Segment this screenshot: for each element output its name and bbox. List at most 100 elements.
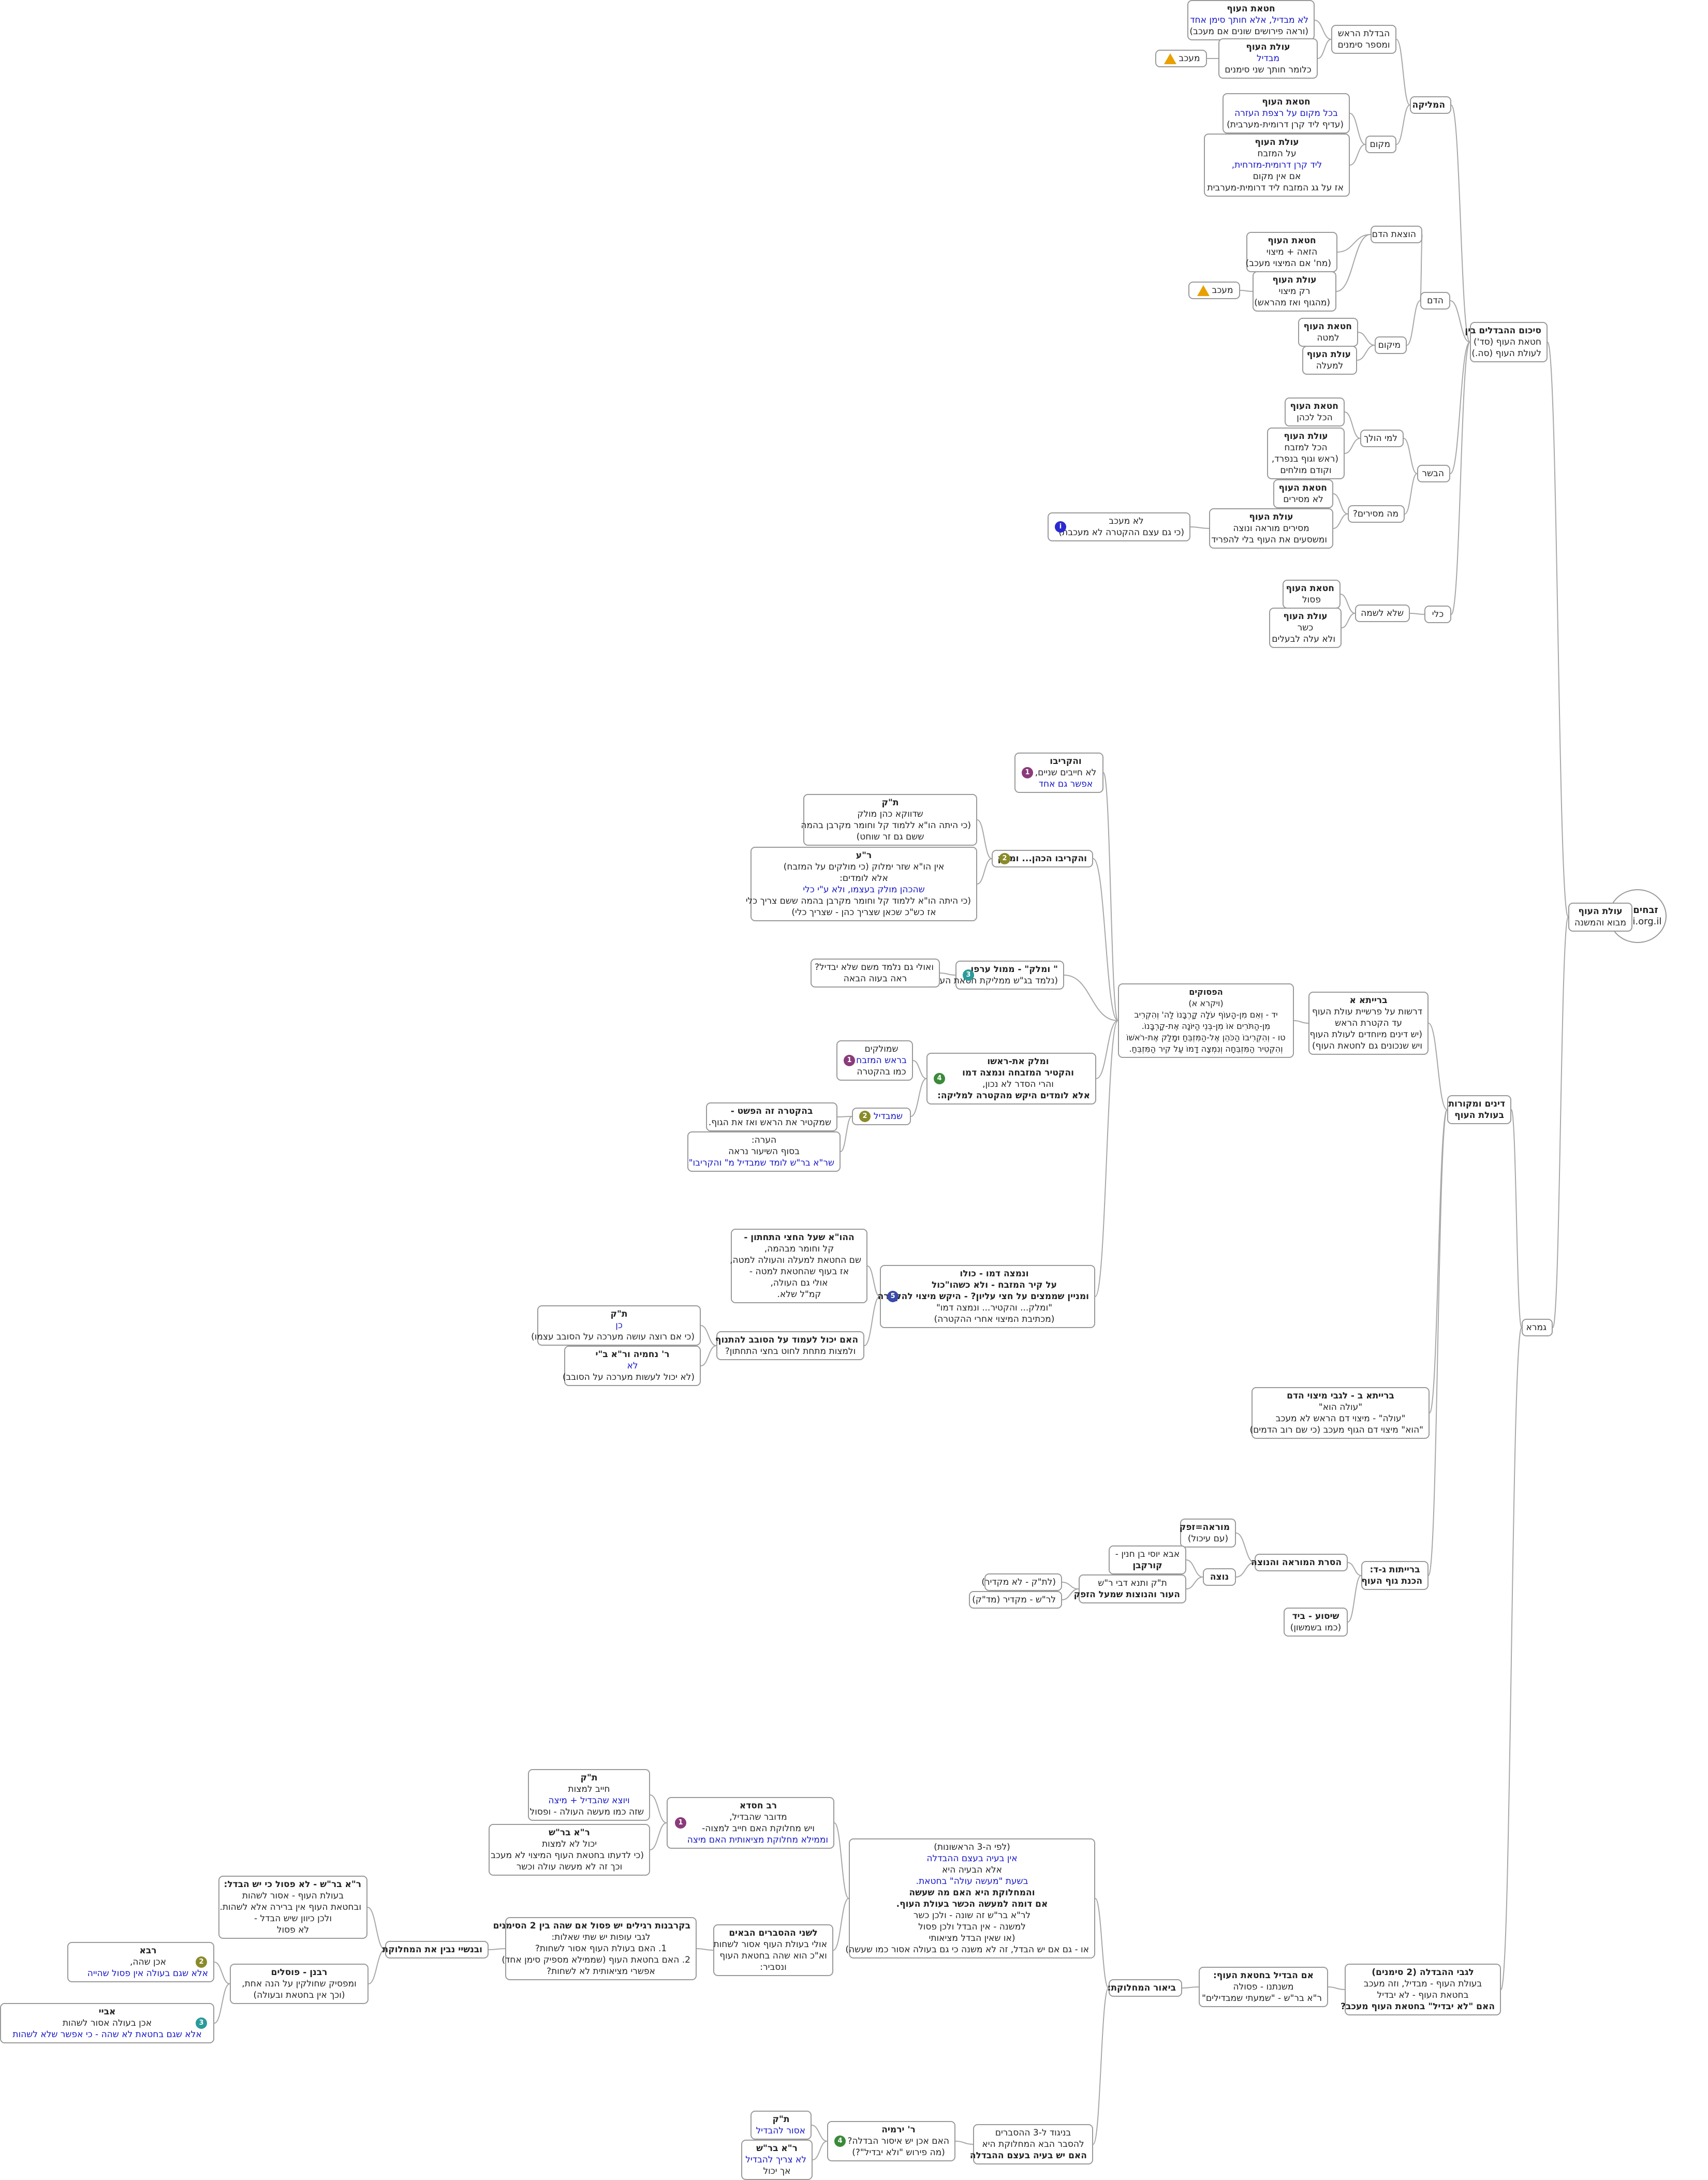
umalak-rosh-node[interactable]: 4 ומלק את-ראשו והקטיר המזבחה ונמצה דמו ו…	[926, 1053, 1096, 1104]
uvanshei-node[interactable]: ובנשיי נבין את המחלוקת	[382, 1941, 489, 1958]
olat-lishma-node[interactable]: עולת העוף כשר ולא עלה לבעלים	[1269, 608, 1342, 648]
node-line: חייב למצות	[568, 1784, 610, 1794]
shemavdil-node[interactable]: 2 שמבדיל	[852, 1108, 911, 1125]
hatat-hotzaa-node[interactable]: חטאת העוף הזאה + מיצוי (מח' אם המיצוי מע…	[1246, 232, 1337, 272]
ra-bars-shehiya-node[interactable]: ר"א בר"ש - לא פסול כי יש הבדל: בעולת העו…	[218, 1876, 367, 1939]
sources-node[interactable]: דינים ומקורות בעולת העוף	[1447, 1095, 1511, 1124]
rav-hisda-node[interactable]: 1 רב חסדא מדובר שהבדיל, ויש מחלוקת האם ח…	[667, 1797, 834, 1849]
node-line: (ראש וגוף בנפרד,	[1271, 454, 1338, 464]
node-title: בקרבנות רגילים יש פסול אם שהה בין 2 הסימ…	[493, 1921, 690, 1931]
bikrovot-node[interactable]: בקרבנות רגילים יש פסול אם שהה בין 2 הסימ…	[493, 1917, 697, 1980]
node-line: אז על גג המזבח ליד דרומית-מערבית	[1207, 183, 1344, 193]
rash-yirmia-node[interactable]: ר"א בר"ש לא צריך להבדיל אך יכול	[741, 2140, 813, 2180]
hasarat-node[interactable]: הסרת המוראה והנוצה	[1251, 1554, 1348, 1571]
node-line: פסול	[1302, 595, 1321, 605]
mikom-node[interactable]: מיקום	[1375, 336, 1407, 354]
olat-havdala-node[interactable]: עולת העוף מבדיל כלומר חותך שני סימנים	[1218, 38, 1318, 79]
ligvei-node[interactable]: לגבי ההבדלה (2 סימנים) בעולת העוף - מבדי…	[1341, 1964, 1501, 2015]
connector-line	[1103, 772, 1118, 1021]
node-line: הערה:	[751, 1135, 777, 1145]
baraita-b-node[interactable]: ברייתא ב - לגבי מיצוי הדם "עולה הוא" "עו…	[1250, 1387, 1430, 1439]
hatat-mikom-node[interactable]: חטאת העוף למטה	[1298, 318, 1358, 347]
number-2-icon: 2	[859, 1111, 871, 1122]
rabanan-node[interactable]: רבנן - פוסלים ומפסיק שחולקין על הנה אחת,…	[230, 1964, 369, 2004]
tk-hisda-node[interactable]: ת"ק חייב למצות ויוצא שהבדיל + מיצה שזה כ…	[528, 1769, 650, 1821]
ma-mesirim-node[interactable]: מה מסירים?	[1348, 505, 1405, 523]
molkim-node[interactable]: 1 שמולקים בראש המזבח כמו בהקטרה	[836, 1040, 913, 1081]
hatat-havdala-node[interactable]: חטאת העוף לא מבדיל, אלא חותך סימן אחד (ו…	[1187, 0, 1315, 40]
hatat-lishma-node[interactable]: חטאת העוף פסול	[1283, 580, 1341, 609]
center-node[interactable]: עולת העוף מבוא והמשנה	[1568, 903, 1632, 932]
hahava-node[interactable]: ההו"א שעל החצי התחתון - קל וחומר מבהמה, …	[730, 1229, 867, 1303]
olat-makom-node[interactable]: עולת העוף על המזבח ליד קרן דרומית-מזרחית…	[1204, 134, 1350, 197]
baraitot-cd-node[interactable]: ברייתות ג-ד: הכנת גוף העוף	[1361, 1561, 1429, 1590]
kli-node[interactable]: כלי	[1424, 606, 1451, 623]
connector-line	[1344, 438, 1361, 454]
tk-yirmia-node[interactable]: ת"ק אסור להבדיל	[750, 2111, 812, 2140]
vehikrivo-node[interactable]: 1 והקריבו לא חייבים שניים, אפשר גם אחד	[1014, 753, 1103, 793]
lemi-holech-node[interactable]: למי הולך	[1360, 430, 1404, 447]
connector-line	[1333, 493, 1348, 514]
vehikrivo-kohen-node[interactable]: 2 והקריבו הכהן... ומלק	[992, 850, 1093, 867]
olat-mesirim-node[interactable]: עולת העוף מסירים מוראה ונוצה ומשסעים את …	[1209, 508, 1333, 549]
node-line: להסבר הבא המחלוקת היא	[982, 2139, 1084, 2149]
shelo-lishma-node[interactable]: שלא לשמה	[1355, 605, 1410, 622]
beur-node[interactable]: ביאור המחלוקת:	[1108, 1979, 1182, 1997]
umalak-arfo-node[interactable]: 3 " ומלק" - ממול ערפו (נלמד בג"ש ממליקת …	[928, 961, 1064, 990]
hatat-mesirim-node[interactable]: חטאת העוף לא מסירים	[1273, 479, 1333, 508]
dam-node[interactable]: הדם	[1420, 292, 1450, 310]
raba-node[interactable]: 2 רבא אכן שהה, אלא שגם בעולה אין פסול שה…	[67, 1942, 214, 1982]
baraita-a-node[interactable]: ברייתא א דרשות על פרשיית עולת העוף עד הק…	[1308, 992, 1429, 1055]
haim-yachol-node[interactable]: האם יכול לעמוד על הסובב להתנוף ולמצות מת…	[715, 1331, 864, 1360]
tk-sovev-node[interactable]: ת"ק כן (כי אם רוצה עושה מערכה על הסובב ע…	[531, 1305, 701, 1346]
im-hivdil-node[interactable]: אם הבדיל בחטאת העוף: משנתנו - פסולה ר"א …	[1199, 1967, 1328, 2007]
node-line: האם יש בעיה בעצם ההבדלה	[969, 2150, 1087, 2161]
hakatara-node[interactable]: בהקטרה זה הפשט - שמקטיר את הראש ואז את ה…	[706, 1102, 837, 1131]
abaye-node[interactable]: 3 אביי אכן בעולה אסור לשהות אלא שגם בחטא…	[0, 2003, 214, 2043]
lo-meakev-node[interactable]: i לא מעכב (כי גם עצם ההקטרה לא מעכבת)	[1048, 512, 1190, 541]
summary-node[interactable]: סיכום ההבדלים בין חטאת העוף (סד') לעולת …	[1465, 322, 1548, 362]
node-title: האם יכול לעמוד על הסובב להתנוף	[715, 1335, 858, 1345]
info-icon: i	[1055, 521, 1066, 533]
beguod-node[interactable]: בניגוד ל-3 ההסברים להסבר הבא המחלוקת היא…	[969, 2124, 1093, 2164]
olat-mikom-node[interactable]: עולת העוף למעלה	[1302, 346, 1357, 375]
venimtza-node[interactable]: 5 ונמצה דמו - כולו על קיר המזבח - ולא כש…	[878, 1265, 1095, 1328]
basar-node[interactable]: הבשר	[1417, 465, 1450, 482]
ra-kohen-node[interactable]: ר"ע אין הו"א שזר ימלוק (כי מולקים על המז…	[746, 847, 977, 921]
hotzaat-dam-node[interactable]: הוצאת הדם	[1371, 226, 1422, 243]
node-line: אפשרי מציאותית לא לשחות?	[547, 1966, 655, 1977]
lfi3-node[interactable]: (לפי ה-3 הראשונות) אין בעיה בעצם ההבדלה …	[845, 1838, 1095, 1958]
tk-lo-node[interactable]: (לת"ק - לא מקדיר)	[981, 1573, 1062, 1591]
hearah-node[interactable]: הערה: בסוף השיעור נראה שר"א בר"ש לומד שמ…	[687, 1131, 841, 1172]
umalak-note-node[interactable]: ואולי גם נלמד משם שלא יבדיל? ראה בעוה הב…	[811, 959, 940, 988]
gemara-node[interactable]: גמרא	[1522, 1319, 1553, 1336]
havdala-node[interactable]: הבדלת הראש ומספר סימנים	[1331, 25, 1396, 54]
node-title: לגבי ההבדלה (2 סימנים)	[1372, 1967, 1474, 1978]
aba-yosi-node[interactable]: אבא יוסי בן חנין - קורקבן	[1109, 1545, 1186, 1574]
node-line: קורקבן	[1132, 1560, 1162, 1571]
node-line: שם החטאת למעלה והעולה למטה,	[730, 1255, 861, 1265]
notza-node[interactable]: נוצה	[1203, 1568, 1236, 1586]
melika-node[interactable]: המליקה	[1410, 96, 1451, 114]
rash-hisda-node[interactable]: ר"א בר"ש יכול לא למצות (כי לדעתו בחטאת ה…	[489, 1824, 650, 1876]
meakev-node[interactable]: מעכב	[1155, 50, 1207, 67]
pesukim-node[interactable]: הפסוקים (ויקרא א) יד - וְאִם מִן-הָעוֹף …	[1118, 983, 1294, 1058]
rash-makdir-node[interactable]: לר"ש - מקדיר (מד"ק)	[969, 1591, 1062, 1609]
muraa-node[interactable]: מוראה=זפק (עם עיכול)	[1180, 1519, 1236, 1548]
node-line: ונסביר:	[760, 1962, 787, 1972]
hatat-holech-node[interactable]: חטאת העוף הכל לכהן	[1285, 397, 1345, 426]
r-yirmia-node[interactable]: 4 ר' ירמיה האם אכן יש איסור הבדלה? (מה פ…	[827, 2121, 955, 2161]
rn-sovev-node[interactable]: ר' נחמיה ור"א ב"י לא (לא יכול לעשות מערכ…	[563, 1346, 701, 1386]
olat-holech-node[interactable]: עולת העוף הכל למזבח (ראש וגוף בנפרד, וקו…	[1267, 428, 1345, 479]
hatat-makom-node[interactable]: חטאת העוף בכל מקום על רצפת העזרה (עדיף ל…	[1223, 93, 1350, 134]
node-line: בשעת "מעשה עולה" בחטאת.	[916, 1876, 1028, 1887]
tk-kohen-node[interactable]: ת"ק שדווקא כהן מולק (כי היתה הו"א ללמוד …	[801, 794, 977, 846]
tk-tana-node[interactable]: ת"ק ותנא דבי ר"ש העור והנוצות שמעל הזפק	[1074, 1574, 1186, 1603]
node-line: לא צריך להבדיל	[745, 2155, 806, 2165]
lishnei-node[interactable]: לשני ההסברים הבאים אולי בעולת העוף אסור …	[713, 1924, 833, 1976]
shisua-node[interactable]: שיסוע - ביד (כמו בשמשון)	[1284, 1608, 1348, 1637]
meakev2-node[interactable]: מעכב	[1188, 282, 1240, 299]
node-line: עד הקטרת הראש	[1335, 1018, 1402, 1028]
makom-node[interactable]: מקום	[1365, 136, 1396, 153]
olat-hotzaa-node[interactable]: עולת העוף רק מיצוי (מהגוף ואז מהראש)	[1253, 271, 1336, 312]
